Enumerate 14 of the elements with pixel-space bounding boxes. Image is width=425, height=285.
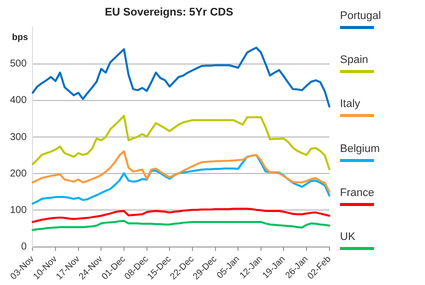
text: Italy (340, 98, 362, 110)
y-tick-label: 0 (21, 242, 28, 253)
text: Belgium (340, 142, 381, 155)
chart-title: EU Sovereigns: 5Yr CDS (104, 6, 234, 19)
text: Portugal (340, 10, 382, 22)
y-tick-label: 400 (10, 95, 28, 106)
series-label: UK (340, 230, 356, 243)
y-tick-label: 300 (10, 132, 28, 143)
y-tick-label: 500 (10, 58, 28, 70)
y-tick-label: 200 (10, 168, 28, 180)
y-tick-label: 100 (10, 204, 28, 216)
text: Spain (340, 54, 370, 66)
y-axis-title: bps (12, 32, 28, 42)
series-label: France (340, 186, 376, 199)
